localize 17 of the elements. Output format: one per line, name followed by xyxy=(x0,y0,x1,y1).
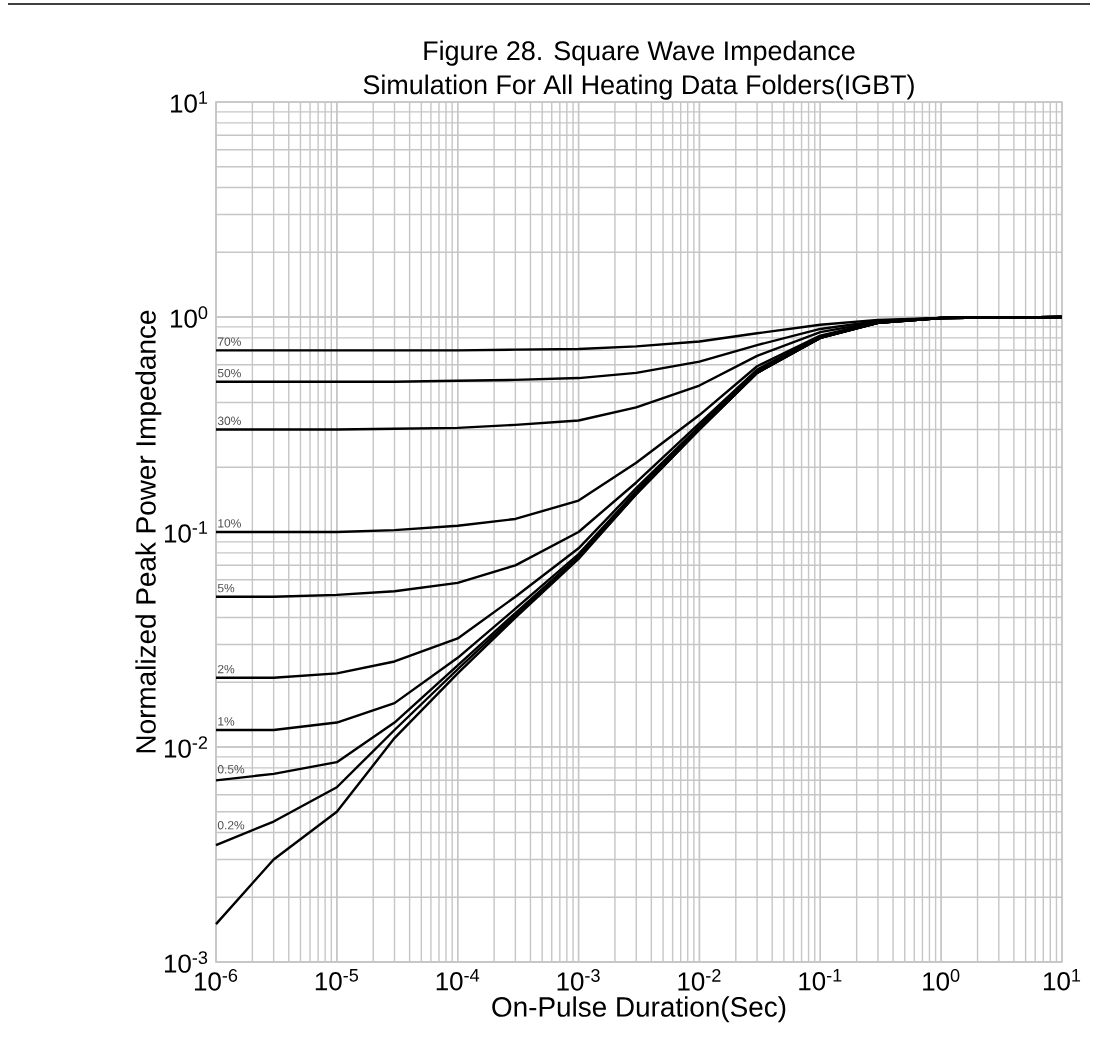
x-axis-title: On-Pulse Duration(Sec) xyxy=(492,996,786,1023)
x-tick-label: 10$^{-6}$ xyxy=(194,969,238,991)
x-tick-label: 10$^{-4}$ xyxy=(436,969,480,991)
x-tick-label: 10$^{-5}$ xyxy=(315,969,359,991)
y-tick-label: 10$^{-2}$ xyxy=(164,736,208,758)
y-tick-label: 10$^{1}$ xyxy=(171,91,208,113)
chart-subtitle: Simulation For All Heating Data Folders(IGBT) xyxy=(363,74,914,100)
x-tick-label: 10$^{1}$ xyxy=(1044,969,1081,991)
y-tick-label: 10$^{0}$ xyxy=(171,306,208,328)
y-tick-label: 10$^{-3}$ xyxy=(164,951,208,973)
x-tick-label: 10$^{-1}$ xyxy=(799,969,842,991)
y-tick-label: 10$^{-1}$ xyxy=(164,521,208,543)
chart-title: Figure 28. Square Wave Impedance xyxy=(424,40,855,66)
x-tick-label: 10$^{-2}$ xyxy=(678,969,721,991)
x-tick-label: 10$^{0}$ xyxy=(923,969,960,991)
y-axis-title: Normalized Peak Power Impedance xyxy=(135,310,162,753)
x-tick-label: 10$^{-3}$ xyxy=(557,969,600,991)
